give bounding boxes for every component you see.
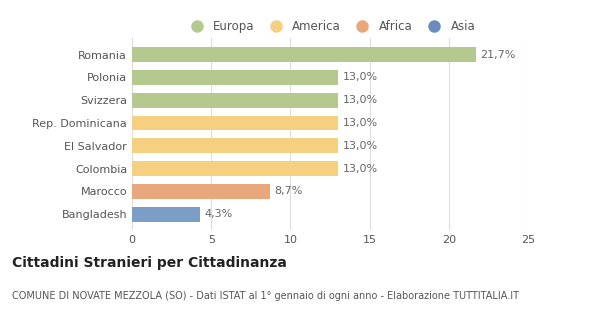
- Text: 21,7%: 21,7%: [481, 50, 516, 60]
- Bar: [132, 207, 200, 222]
- Text: 13,0%: 13,0%: [343, 141, 378, 151]
- Legend: Europa, America, Africa, Asia: Europa, America, Africa, Asia: [180, 15, 480, 38]
- Bar: [132, 93, 338, 108]
- Text: 4,3%: 4,3%: [205, 209, 233, 219]
- Text: 13,0%: 13,0%: [343, 72, 378, 82]
- Text: COMUNE DI NOVATE MEZZOLA (SO) - Dati ISTAT al 1° gennaio di ogni anno - Elaboraz: COMUNE DI NOVATE MEZZOLA (SO) - Dati IST…: [12, 291, 519, 301]
- Text: 8,7%: 8,7%: [275, 187, 303, 196]
- Text: 13,0%: 13,0%: [343, 95, 378, 105]
- Bar: [132, 161, 338, 176]
- Bar: [132, 116, 338, 131]
- Bar: [132, 184, 270, 199]
- Text: Cittadini Stranieri per Cittadinanza: Cittadini Stranieri per Cittadinanza: [12, 256, 287, 270]
- Bar: [132, 47, 476, 62]
- Bar: [132, 138, 338, 153]
- Text: 13,0%: 13,0%: [343, 118, 378, 128]
- Bar: [132, 70, 338, 85]
- Text: 13,0%: 13,0%: [343, 164, 378, 174]
